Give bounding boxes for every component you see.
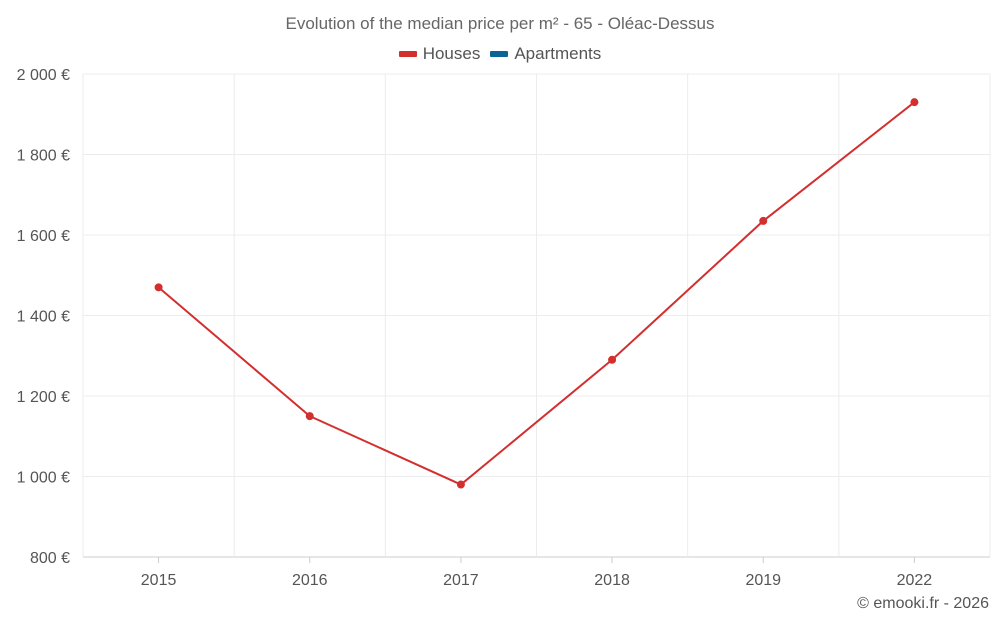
y-tick-label: 800 € — [30, 550, 70, 567]
data-point-houses-2016[interactable] — [305, 412, 314, 421]
legend-item-houses[interactable]: Houses — [398, 44, 481, 64]
y-tick-label: 1 800 € — [17, 148, 70, 165]
data-point-houses-2019[interactable] — [759, 216, 768, 225]
apartments-swatch-icon — [490, 51, 509, 57]
series-layer — [154, 98, 919, 489]
y-tick-label: 1 600 € — [17, 228, 70, 245]
x-tick-label: 2016 — [292, 572, 328, 589]
legend: Houses Apartments — [0, 44, 1000, 64]
x-axis: 2015 2016 2017 2018 2019 2022 — [141, 557, 933, 589]
data-point-houses-2015[interactable] — [154, 283, 163, 292]
y-tick-label: 1 400 € — [17, 309, 70, 326]
chart-title: Evolution of the median price per m² - 6… — [285, 14, 715, 33]
grid — [82, 73, 991, 558]
x-tick-label: 2022 — [897, 572, 933, 589]
legend-item-apartments[interactable]: Apartments — [490, 44, 601, 64]
data-point-houses-2017[interactable] — [456, 480, 465, 489]
y-tick-label: 1 200 € — [17, 389, 70, 406]
x-tick-label: 2018 — [594, 572, 630, 589]
credit-text: © emooki.fr - 2026 — [857, 595, 989, 612]
series-line-houses — [157, 101, 916, 486]
legend-label-apartments: Apartments — [514, 44, 602, 63]
x-tick-label: 2015 — [141, 572, 177, 589]
data-point-houses-2018[interactable] — [608, 355, 617, 364]
y-tick-label: 1 000 € — [17, 470, 70, 487]
x-tick-label: 2019 — [745, 572, 781, 589]
houses-swatch-icon — [398, 51, 417, 57]
x-tick-label: 2017 — [443, 572, 479, 589]
data-point-houses-2022[interactable] — [910, 98, 919, 107]
y-tick-label: 2 000 € — [17, 67, 70, 84]
legend-label-houses: Houses — [422, 44, 481, 63]
y-axis: 800 € 1 000 € 1 200 € 1 400 € 1 600 € 1 800 €… — [17, 67, 70, 567]
